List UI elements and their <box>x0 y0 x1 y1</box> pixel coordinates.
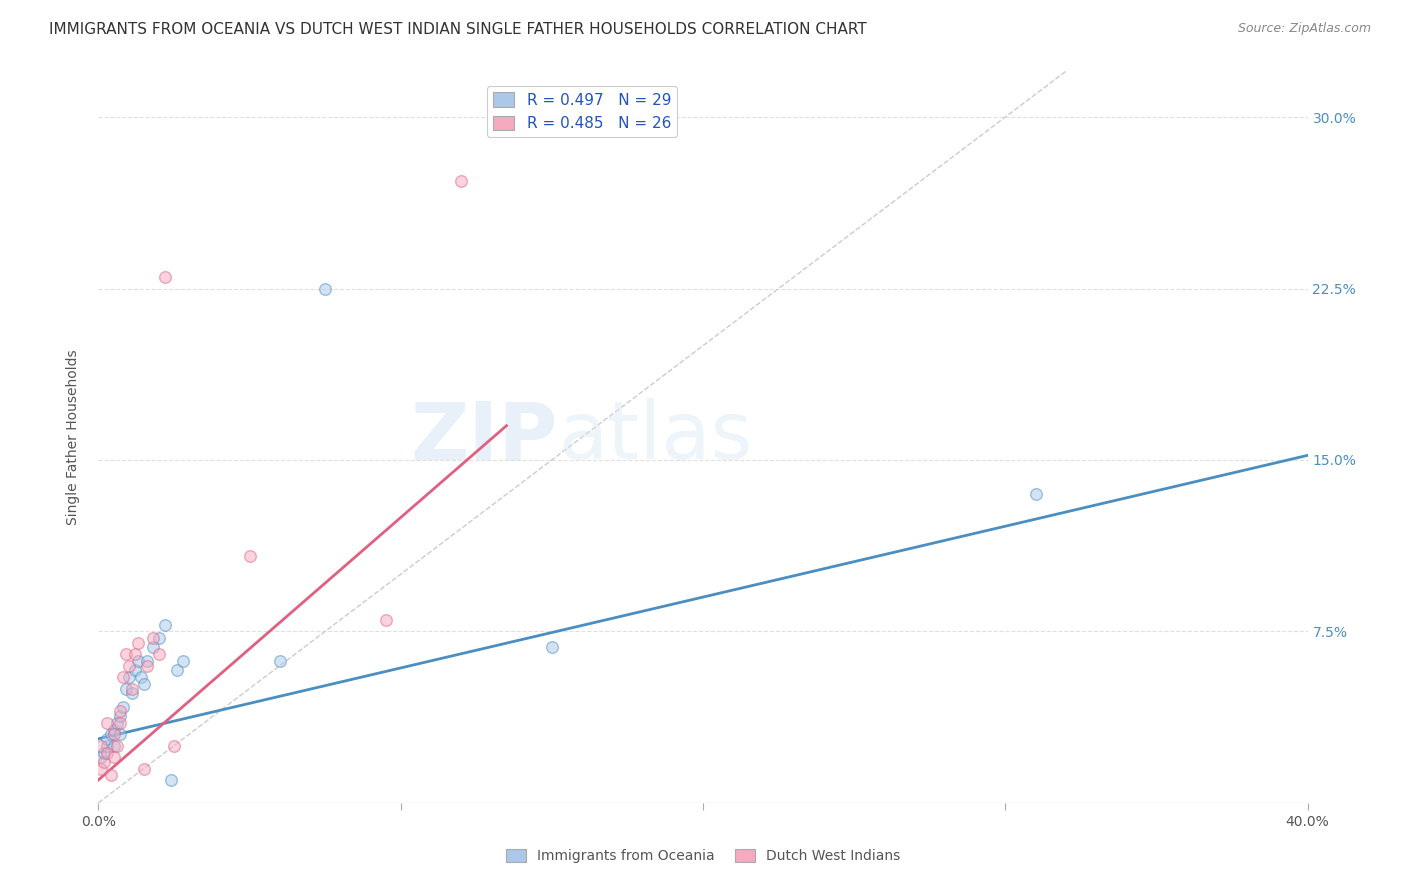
Point <box>96 739 118 753</box>
Point <box>166 663 188 677</box>
Point <box>153 270 176 285</box>
Point <box>118 670 141 684</box>
Point <box>142 640 165 655</box>
Point <box>374 613 396 627</box>
Point <box>103 739 125 753</box>
Point <box>103 750 125 764</box>
Point <box>450 174 472 188</box>
Text: ZIP: ZIP <box>411 398 558 476</box>
Point <box>111 699 134 714</box>
Point <box>148 647 170 661</box>
Point <box>163 739 186 753</box>
Point <box>96 746 118 760</box>
Point <box>132 677 155 691</box>
Point <box>121 686 143 700</box>
Point <box>153 617 176 632</box>
Point <box>90 739 112 753</box>
Point <box>269 654 291 668</box>
Text: Source: ZipAtlas.com: Source: ZipAtlas.com <box>1237 22 1371 36</box>
Point <box>127 636 149 650</box>
Point <box>96 731 118 746</box>
Point <box>142 632 165 646</box>
Point <box>96 715 118 730</box>
Point <box>108 705 131 719</box>
Point <box>148 632 170 646</box>
Point <box>103 723 125 737</box>
Point <box>100 727 122 741</box>
Point <box>93 746 115 760</box>
Point <box>103 727 125 741</box>
Point <box>135 654 157 668</box>
Point <box>172 654 194 668</box>
Point <box>540 640 562 655</box>
Point <box>124 647 146 661</box>
Point <box>111 670 134 684</box>
Point <box>127 654 149 668</box>
Legend: Immigrants from Oceania, Dutch West Indians: Immigrants from Oceania, Dutch West Indi… <box>501 844 905 869</box>
Point <box>160 772 183 787</box>
Point <box>108 727 131 741</box>
Point <box>90 750 112 764</box>
Text: IMMIGRANTS FROM OCEANIA VS DUTCH WEST INDIAN SINGLE FATHER HOUSEHOLDS CORRELATIO: IMMIGRANTS FROM OCEANIA VS DUTCH WEST IN… <box>49 22 868 37</box>
Point <box>114 681 136 696</box>
Point <box>121 681 143 696</box>
Point <box>108 715 131 730</box>
Point <box>1024 487 1046 501</box>
Point <box>132 762 155 776</box>
Y-axis label: Single Father Households: Single Father Households <box>66 350 80 524</box>
Point <box>124 663 146 677</box>
Point <box>239 549 262 563</box>
Point <box>93 755 115 769</box>
Point <box>114 647 136 661</box>
Point <box>118 658 141 673</box>
Point <box>129 670 152 684</box>
Point <box>105 739 128 753</box>
Point <box>108 709 131 723</box>
Text: atlas: atlas <box>558 398 752 476</box>
Point <box>135 658 157 673</box>
Point <box>105 715 128 730</box>
Point <box>100 768 122 782</box>
Point <box>90 762 112 776</box>
Point <box>314 281 336 295</box>
